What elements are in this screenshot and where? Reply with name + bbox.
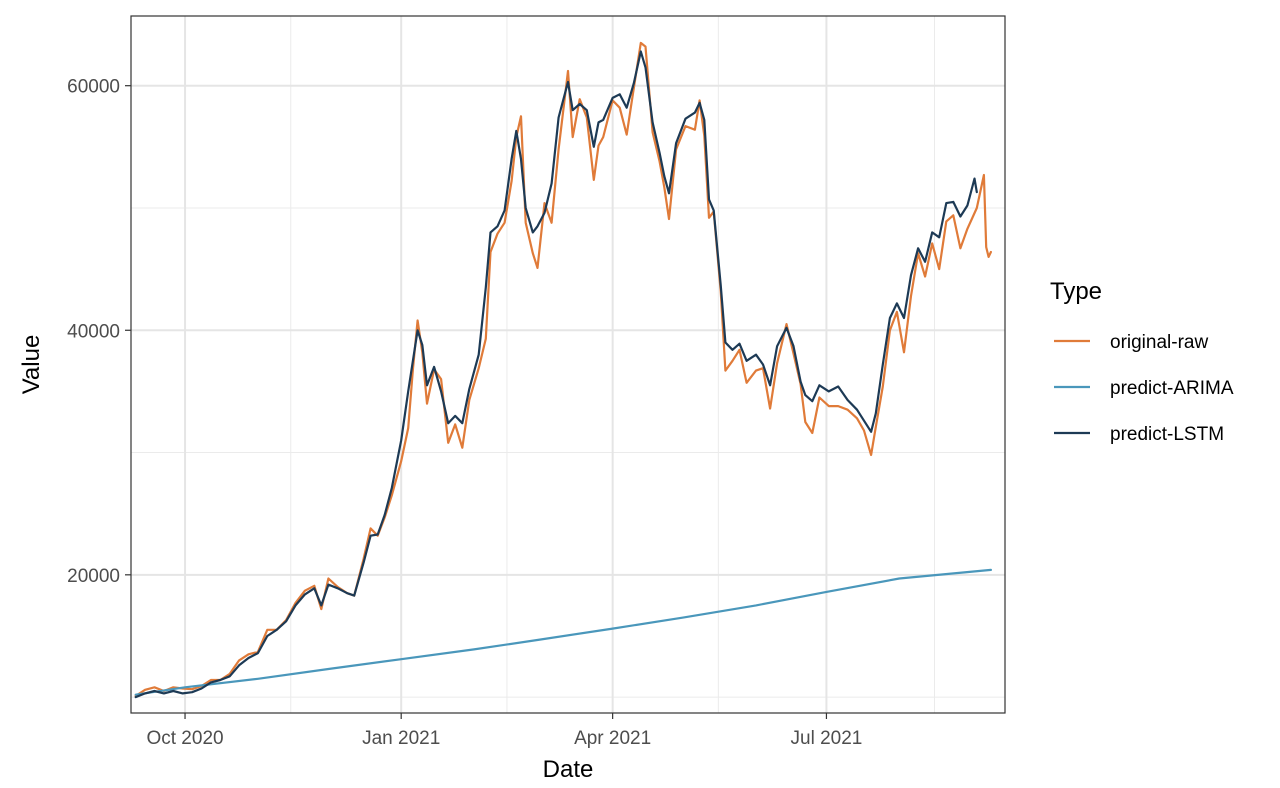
legend: Type original-raw predict-ARIMA predict-LS… — [1050, 278, 1234, 445]
panel-border-rect — [130, 15, 1006, 714]
y-tick-label: 40000 — [67, 321, 120, 342]
series-line-predict-ARIMA — [134, 568, 992, 696]
legend-label-predict-LSTM: predict-LSTM — [1110, 424, 1224, 445]
legend-title: Type — [1050, 278, 1102, 305]
x-tick-label: Jan 2021 — [362, 728, 440, 749]
x-tick-label: Jul 2021 — [791, 728, 863, 749]
legend-label-original-raw: original-raw — [1110, 332, 1208, 353]
y-axis-title: Value — [18, 335, 45, 395]
series-layer — [134, 41, 992, 699]
y-tick-label: 60000 — [67, 77, 120, 98]
x-tick-label: Oct 2020 — [146, 728, 223, 749]
panel-background — [131, 16, 1005, 713]
x-axis-title: Date — [543, 756, 594, 783]
plot-border — [130, 15, 1006, 714]
legend-label-predict-ARIMA: predict-ARIMA — [1110, 378, 1234, 399]
x-axis: Oct 2020 Jan 2021 Apr 2021 Jul 2021 — [146, 713, 862, 749]
plot-panel — [131, 16, 1005, 713]
y-axis: 20000 40000 60000 — [67, 77, 131, 587]
series-line-predict-LSTM — [134, 50, 978, 699]
x-tick-label: Apr 2021 — [574, 728, 651, 749]
gridlines — [131, 16, 1005, 713]
y-tick-label: 20000 — [67, 566, 120, 587]
